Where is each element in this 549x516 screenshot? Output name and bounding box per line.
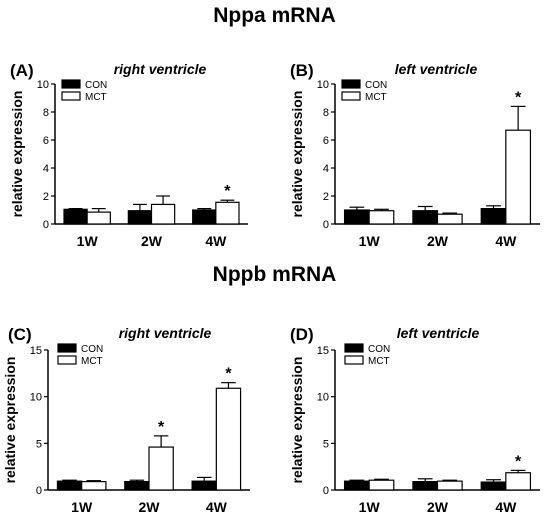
bar-con: [343, 480, 370, 491]
y-axis-label: relative expression: [9, 91, 25, 218]
bar-con: [480, 481, 507, 491]
bar-mct: [215, 387, 242, 491]
legend-label-con: CON: [85, 80, 107, 91]
panel-title: right ventricle: [114, 61, 207, 77]
y-tick-label: 15: [317, 345, 329, 357]
y-tick-label: 0: [43, 219, 49, 231]
y-axis-label: relative expression: [289, 91, 305, 218]
significance-marker: *: [224, 183, 231, 200]
bar-mct: [368, 479, 395, 491]
legend-swatch-mct: [61, 91, 81, 101]
y-tick-label: 0: [36, 485, 42, 497]
x-tick-label: 2W: [139, 499, 161, 515]
y-tick-label: 0: [323, 485, 329, 497]
y-tick-label: 2: [43, 191, 49, 203]
bar-con: [56, 480, 83, 491]
bar-mct: [215, 201, 240, 225]
y-tick-label: 8: [323, 107, 329, 119]
bar-con: [124, 481, 150, 491]
y-tick-label: 4: [43, 163, 49, 175]
bar-mct: [148, 446, 174, 491]
bar-mct: [505, 472, 532, 491]
bar-mct: [436, 213, 463, 225]
x-tick-label: 4W: [495, 499, 517, 515]
bar-con: [412, 481, 439, 491]
bar-mct: [505, 129, 532, 225]
y-tick-label: 6: [323, 135, 329, 147]
legend-label-mct: MCT: [85, 92, 107, 103]
legend-swatch-mct: [57, 355, 77, 365]
significance-marker: *: [225, 366, 232, 383]
y-axis-label: relative expression: [289, 357, 305, 484]
bar-mct: [81, 481, 107, 491]
y-tick-label: 10: [317, 79, 329, 91]
y-tick-label: 5: [36, 438, 42, 450]
y-tick-label: 2: [323, 191, 329, 203]
y-tick-label: 6: [43, 135, 49, 147]
bar-mct: [368, 210, 395, 225]
bar-con: [191, 480, 217, 491]
legend-label-mct: MCT: [81, 356, 103, 367]
y-tick-label: 0: [323, 219, 329, 231]
legend-swatch-mct: [344, 355, 364, 365]
legend-label-mct: MCT: [368, 356, 390, 367]
panel-label: (D): [290, 325, 314, 344]
panel-label: (A): [10, 61, 34, 80]
legend-label-mct: MCT: [365, 92, 387, 103]
x-tick-label: 1W: [71, 499, 93, 515]
x-tick-label: 2W: [141, 233, 163, 249]
y-axis-label: relative expression: [2, 357, 18, 484]
y-tick-label: 15: [30, 345, 42, 357]
panel-label: (B): [290, 61, 314, 80]
x-tick-label: 2W: [427, 499, 449, 515]
bar-mct: [436, 480, 463, 491]
legend-label-con: CON: [365, 80, 387, 91]
panel-title: left ventricle: [397, 325, 480, 341]
bar-con: [127, 210, 153, 225]
bar-con: [343, 209, 370, 225]
legend-swatch-con: [341, 79, 361, 89]
legend-swatch-mct: [341, 91, 361, 101]
section-title-nppa: Nppa mRNA: [213, 4, 336, 27]
y-tick-label: 10: [37, 79, 49, 91]
bar-mct: [150, 203, 176, 225]
bar-mct: [86, 211, 111, 225]
y-tick-label: 10: [30, 392, 42, 404]
x-tick-label: 1W: [359, 233, 381, 249]
x-tick-label: 4W: [205, 233, 227, 249]
significance-marker: *: [158, 419, 165, 436]
section-title-nppb: Nppb mRNA: [212, 263, 337, 286]
x-tick-label: 1W: [77, 233, 99, 249]
legend-label-con: CON: [81, 344, 103, 355]
x-tick-label: 1W: [359, 499, 381, 515]
x-tick-label: 4W: [495, 233, 517, 249]
bar-con: [192, 209, 217, 225]
x-tick-label: 4W: [206, 499, 228, 515]
x-tick-label: 2W: [427, 233, 449, 249]
legend-swatch-con: [57, 343, 77, 353]
bar-con: [412, 210, 439, 225]
legend-swatch-con: [61, 79, 81, 89]
panel-title: left ventricle: [395, 61, 478, 77]
significance-marker: *: [515, 89, 522, 106]
legend-swatch-con: [344, 343, 364, 353]
bar-con: [63, 208, 88, 225]
bar-con: [480, 208, 507, 225]
panel-label: (C): [8, 325, 32, 344]
y-tick-label: 10: [317, 392, 329, 404]
y-tick-label: 8: [43, 107, 49, 119]
y-tick-label: 5: [323, 438, 329, 450]
legend-label-con: CON: [368, 344, 390, 355]
panel-title: right ventricle: [119, 325, 212, 341]
significance-marker: *: [515, 453, 522, 470]
y-tick-label: 4: [323, 163, 329, 175]
